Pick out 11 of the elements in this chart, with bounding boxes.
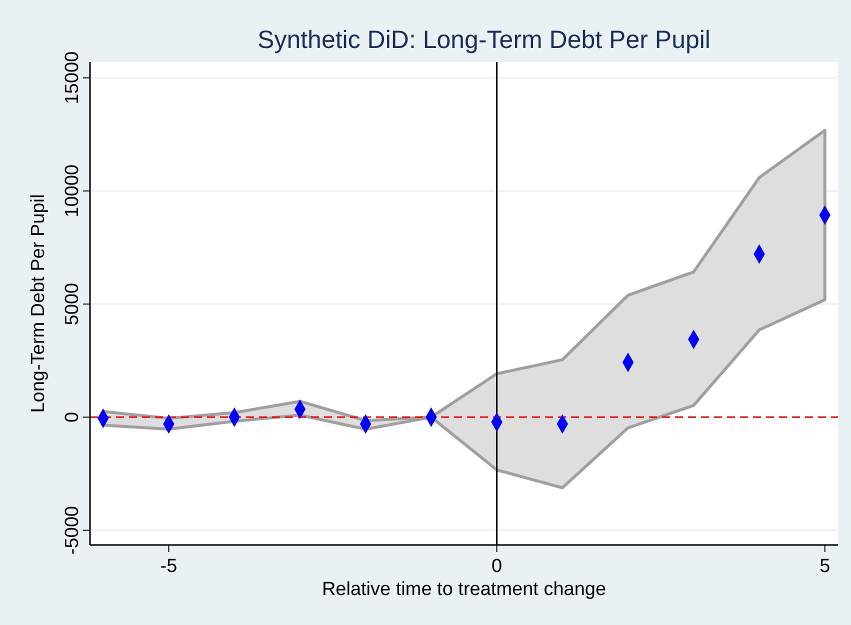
x-tick-label: -5 [160,556,178,577]
y-tick-label: 10000 [62,164,83,218]
chart-title: Synthetic DiD: Long-Term Debt Per Pupil [258,26,710,54]
x-tick-label: 0 [492,556,502,577]
y-axis-title: Long-Term Debt Per Pupil [28,194,49,413]
y-tick-label: 5000 [62,282,83,326]
x-tick-label: 5 [820,556,830,577]
x-axis-title: Relative time to treatment change [322,579,606,600]
y-tick-label: 0 [62,412,83,422]
y-tick-label: 15000 [62,51,83,104]
y-tick-label: -5000 [62,506,83,555]
